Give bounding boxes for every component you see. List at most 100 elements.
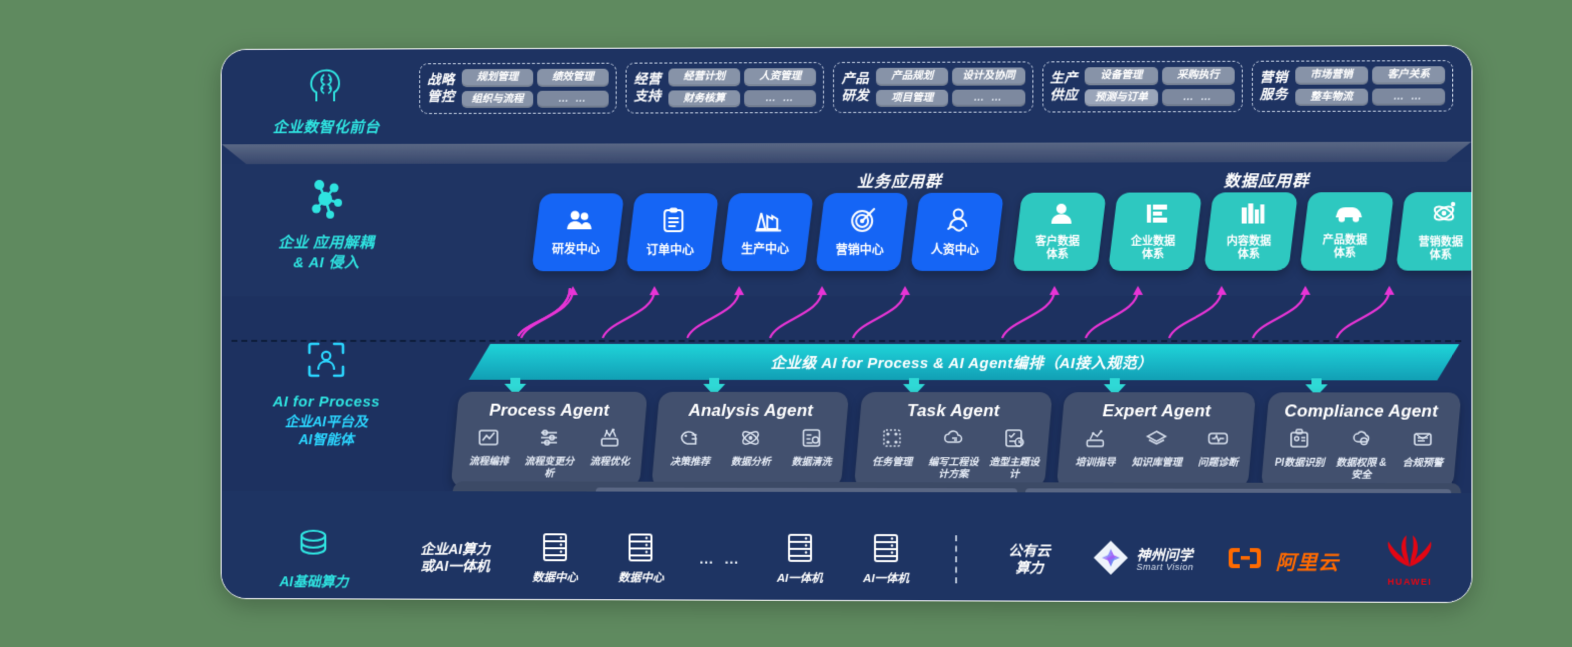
card-customer-data[interactable]: 客户数据 体系	[1012, 192, 1107, 271]
chip[interactable]: 组织与流程	[461, 90, 534, 109]
agent-feature[interactable]: 造型主题设计	[986, 427, 1043, 480]
infra-node-datacenter-2[interactable]: 数据中心	[598, 531, 684, 586]
logo-aliyun[interactable]: 阿里云	[1211, 544, 1356, 576]
chip[interactable]: 设备管理	[1085, 67, 1158, 85]
card-content-data[interactable]: 内容数据 体系	[1203, 192, 1299, 271]
agent-feature[interactable]: 数据分析	[723, 427, 780, 469]
infra-label: AI一体机	[776, 572, 823, 585]
chip[interactable]: 绩效管理	[537, 68, 609, 87]
agent-compliance[interactable]: Compliance Agent PI数据识别 数据权限 & 安全 合规预警	[1260, 392, 1462, 490]
agent-feature[interactable]: PI数据识别	[1271, 428, 1328, 470]
chip[interactable]: 整车物流	[1294, 88, 1368, 106]
card-rd-center[interactable]: 研发中心	[531, 193, 625, 272]
agent-feature[interactable]: 流程编排	[461, 427, 517, 468]
ai-orchestration-banner[interactable]: 企业级 AI for Process & AI Agent编排（AI接入规范）	[469, 344, 1460, 380]
group-marketing-service[interactable]: 营销 服务 市场营销 客户关系 整车物流 … …	[1251, 60, 1454, 113]
agent-feature[interactable]: 流程变更分析	[521, 427, 577, 480]
chip[interactable]: 预测与订单	[1085, 88, 1158, 107]
front-office-groups: 战略 管控 规划管理 绩效管理 组织与流程 … … 经营 支持 经营计划 人资管理 …	[419, 60, 1454, 115]
chip[interactable]: 人资管理	[744, 68, 817, 86]
chip[interactable]: 经营计划	[668, 68, 741, 87]
card-production-center[interactable]: 生产中心	[720, 193, 814, 272]
users-icon	[565, 208, 593, 237]
feature-label: 编写工程设计方案	[928, 457, 979, 480]
feature-label: 合规预警	[1402, 457, 1443, 470]
business-app-cards: 研发中心 订单中心 生产中心	[531, 192, 1005, 272]
rail-label: AI for Process	[272, 393, 380, 411]
infra-label: AI基础算力	[279, 573, 349, 590]
agent-feature[interactable]: 培训指导	[1067, 427, 1124, 469]
group-product-rd[interactable]: 产品 研发 产品规划 设计及协同 项目管理 … …	[833, 61, 1033, 114]
agent-feature[interactable]: 编写工程设计方案	[925, 427, 982, 480]
chip[interactable]: … …	[1161, 88, 1235, 107]
ai-banner-label: 企业级 AI for Process & AI Agent编排（AI接入规范）	[770, 354, 1153, 372]
rail-ai-for-process: AI for Process 企业AI平台及 AI智能体	[237, 340, 415, 449]
group-strategy[interactable]: 战略 管控 规划管理 绩效管理 组织与流程 … …	[419, 62, 617, 115]
card-enterprise-data[interactable]: 企业数据 体系	[1107, 192, 1203, 271]
infra-label: 企业AI算力 或AI一体机	[420, 540, 490, 574]
agent-title: Process Agent	[489, 400, 610, 420]
agent-feature[interactable]: 数据清洗	[784, 427, 841, 469]
logo-huawei[interactable]: HUAWEI	[1356, 534, 1463, 587]
checklist-clock-icon	[986, 427, 1043, 454]
group-title: 经营 支持	[633, 71, 662, 104]
agent-task[interactable]: Task Agent 任务管理 编写工程设计方案 造型主题设计	[853, 392, 1053, 489]
architecture-board: 企业数智化前台 战略 管控 规划管理 绩效管理 组织与流程 … … 经营 支持	[220, 44, 1473, 604]
feature-label: 流程优化	[589, 456, 630, 468]
alert-doc-icon	[1394, 428, 1452, 455]
agent-feature[interactable]: 任务管理	[864, 427, 921, 469]
data-app-cards: 客户数据 体系 企业数据 体系	[1012, 192, 1473, 271]
feature-label: 知识库管理	[1131, 457, 1183, 469]
group-operations[interactable]: 经营 支持 经营计划 人资管理 财务核算 … …	[625, 62, 825, 114]
card-product-data[interactable]: 产品数据 体系	[1299, 192, 1395, 271]
chip[interactable]: 项目管理	[876, 89, 949, 108]
card-order-center[interactable]: 订单中心	[625, 193, 719, 272]
card-label: 营销数据 体系	[1418, 236, 1464, 262]
person-chart-icon	[945, 207, 971, 238]
infra-label: 公有云 算力	[1008, 541, 1051, 576]
chip[interactable]: 采购执行	[1161, 66, 1235, 85]
agent-feature[interactable]: 知识库管理	[1128, 427, 1185, 469]
server-icon	[625, 531, 657, 568]
infra-node-datacenter-1[interactable]: 数据中心	[512, 531, 598, 586]
logo-shenzhou-wenxue[interactable]: 神州问学 Smart Vision	[1076, 539, 1211, 581]
chip[interactable]: … …	[952, 89, 1025, 107]
card-marketing-center[interactable]: 营销中心	[815, 192, 909, 272]
card-marketing-data[interactable]: 营销数据 体系	[1395, 192, 1473, 271]
agent-expert[interactable]: Expert Agent 培训指导 知识库管理 问题诊断	[1056, 392, 1257, 489]
chip[interactable]: … …	[744, 89, 817, 108]
infra-node-ai-appliance-1[interactable]: AI一体机	[757, 531, 843, 586]
feature-label: 流程变更分析	[524, 456, 575, 479]
chip[interactable]: … …	[537, 90, 609, 108]
agent-process[interactable]: Process Agent 流程编排 流程变更分析 流程优化	[450, 391, 649, 488]
card-label: 订单中心	[646, 243, 695, 258]
chip[interactable]: 规划管理	[461, 68, 534, 87]
ellipsis-label: … …	[698, 550, 742, 568]
feature-label: PI数据识别	[1274, 457, 1325, 469]
agent-feature[interactable]: 合规预警	[1394, 428, 1452, 470]
feature-label: 培训指导	[1075, 457, 1116, 469]
rail-label-3: AI智能体	[298, 431, 354, 448]
chip[interactable]: 市场营销	[1294, 66, 1368, 85]
agent-title: Analysis Agent	[688, 400, 814, 420]
sliders-icon	[521, 427, 577, 454]
agent-analysis[interactable]: Analysis Agent 决策推荐 数据分析 数据清洗	[651, 391, 851, 488]
card-label: 产品数据 体系	[1322, 234, 1368, 260]
agent-feature[interactable]: 流程优化	[581, 427, 637, 468]
group-title: 营销 服务	[1259, 69, 1288, 102]
chip[interactable]: … …	[1371, 87, 1446, 106]
card-hr-center[interactable]: 人资中心	[910, 192, 1005, 271]
chip[interactable]: 产品规划	[876, 67, 949, 86]
group-production-supply[interactable]: 生产 供应 设备管理 采购执行 预测与订单 … …	[1042, 60, 1243, 113]
card-label: 研发中心	[551, 242, 600, 257]
infra-enterprise-compute: 企业AI算力 或AI一体机	[398, 540, 512, 575]
agent-feature[interactable]: 决策推荐	[662, 427, 719, 469]
infra-node-ai-appliance-2[interactable]: AI一体机	[843, 532, 929, 587]
chip[interactable]: 客户关系	[1371, 66, 1446, 85]
chip[interactable]: 设计及协同	[952, 67, 1025, 86]
agent-feature[interactable]: 数据权限 & 安全	[1332, 428, 1389, 481]
factory-icon	[754, 208, 782, 238]
feature-label: 数据清洗	[791, 456, 832, 468]
chip[interactable]: 财务核算	[668, 89, 741, 108]
agent-feature[interactable]: 问题诊断	[1190, 427, 1247, 469]
